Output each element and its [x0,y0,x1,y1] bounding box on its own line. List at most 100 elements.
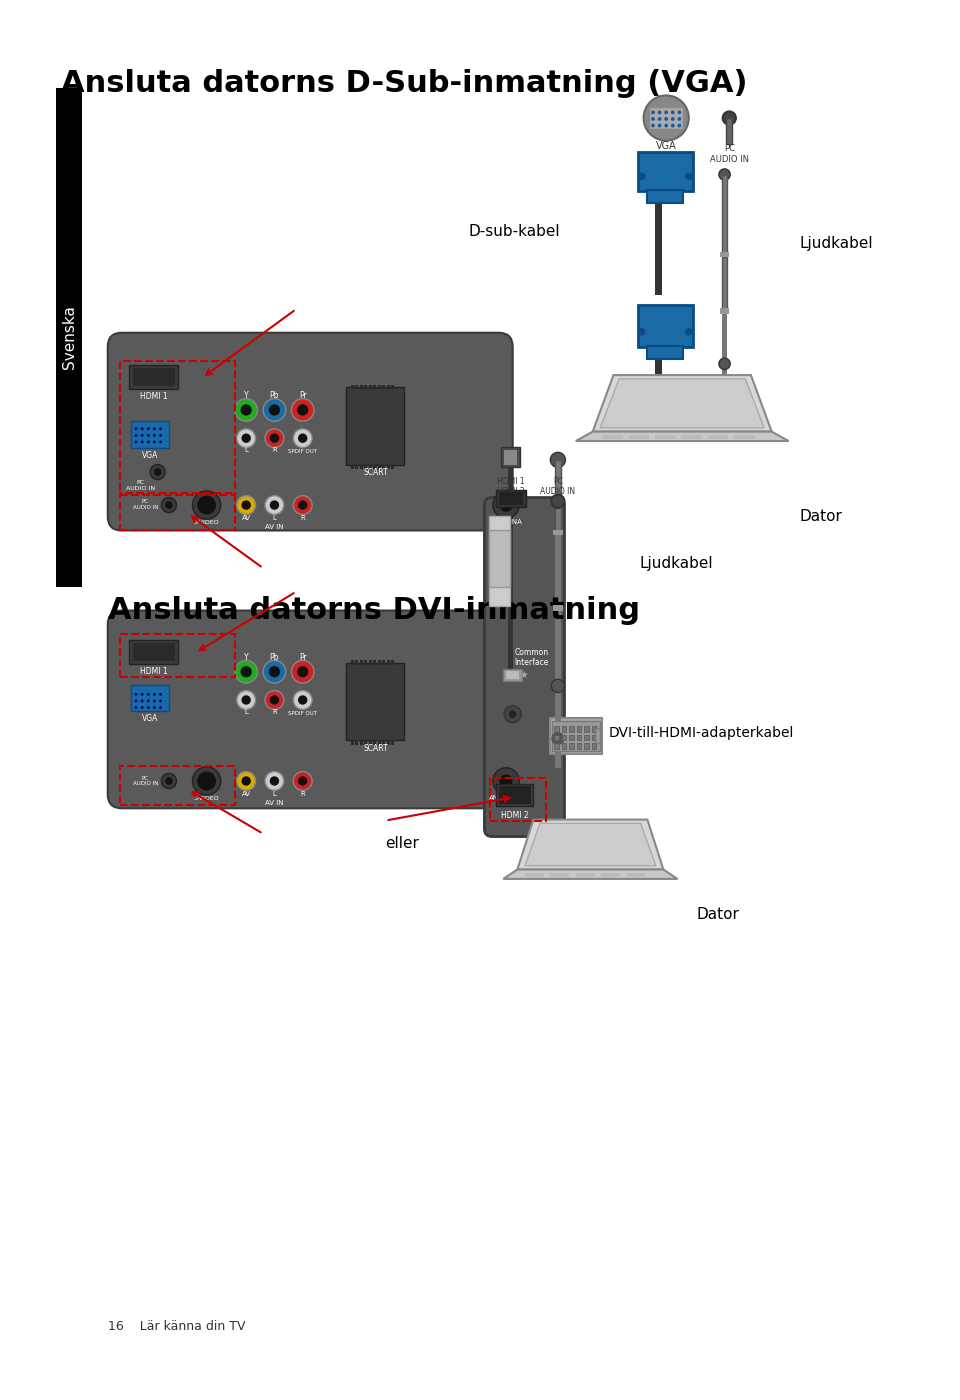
Bar [647,346,684,358]
Circle shape [141,441,144,444]
Text: Y: Y [244,654,249,662]
Circle shape [153,441,156,444]
Bar [490,517,510,606]
Circle shape [150,465,165,480]
Circle shape [293,496,312,514]
Polygon shape [592,375,772,431]
Bar [585,727,589,732]
Bar [373,385,376,389]
Bar [382,661,385,665]
Circle shape [293,428,312,448]
Circle shape [147,693,150,696]
Circle shape [293,690,312,710]
Circle shape [154,469,161,476]
Text: HDMI 1: HDMI 1 [140,392,168,402]
Circle shape [141,693,144,696]
Text: PC
AUDIO IN: PC AUDIO IN [132,776,158,787]
Bar [555,459,561,531]
Circle shape [293,771,312,791]
Bar [360,385,363,389]
Text: R: R [300,791,305,797]
Circle shape [492,491,519,518]
Bar [360,741,363,745]
Circle shape [685,328,692,336]
Bar [655,192,662,295]
Bar [649,106,684,129]
Bar [364,465,367,469]
Bar [132,685,169,711]
Bar [577,743,582,749]
Text: PC
AUDIO IN: PC AUDIO IN [132,498,158,510]
Circle shape [492,767,519,794]
Circle shape [242,500,251,510]
Bar [355,465,358,469]
Bar [720,308,730,314]
Bar [504,449,517,465]
Circle shape [147,700,150,703]
Bar [727,118,732,144]
Bar [553,605,563,610]
Circle shape [153,700,156,703]
Bar [392,661,395,665]
Bar [392,385,395,389]
Bar [682,435,702,440]
Circle shape [197,496,216,514]
Circle shape [263,399,286,421]
Bar [56,88,83,587]
Bar [577,727,582,732]
Bar [550,874,569,876]
Bar [369,465,372,469]
Circle shape [499,774,513,788]
Text: Svenska: Svenska [61,305,77,370]
Text: S-VIDEO: S-VIDEO [194,521,220,525]
Bar [720,252,730,258]
Circle shape [153,427,156,430]
Circle shape [638,328,645,336]
Text: Ansluta datorns D-Sub-inmatning (VGA): Ansluta datorns D-Sub-inmatning (VGA) [61,69,748,98]
Bar [562,727,566,732]
Bar [562,735,566,741]
Text: SCART: SCART [364,468,389,476]
Circle shape [678,118,682,120]
Bar [555,735,561,767]
Circle shape [134,700,137,703]
Text: SPDIF OUT: SPDIF OUT [288,449,317,454]
Bar [602,435,623,440]
Text: L: L [244,448,248,454]
Bar [655,350,662,427]
Bar [722,314,728,361]
Polygon shape [525,823,656,865]
Bar [591,743,596,749]
Bar [130,365,179,389]
Bar [562,743,566,749]
Bar [364,661,367,665]
Text: PC
AUDIO IN: PC AUDIO IN [540,476,575,496]
Text: DVI-till-HDMI-adapterkabel: DVI-till-HDMI-adapterkabel [609,727,794,741]
Circle shape [658,123,661,127]
Circle shape [550,452,565,468]
Text: Ansluta datorns DVI-inmatning: Ansluta datorns DVI-inmatning [108,596,639,626]
Text: VGA: VGA [142,451,158,459]
Circle shape [141,427,144,430]
Bar [360,465,363,469]
Circle shape [159,434,162,437]
Circle shape [551,732,564,745]
Text: AV: AV [242,515,251,521]
Text: HDMI 1
HDMI 2: HDMI 1 HDMI 2 [497,476,524,496]
Polygon shape [503,869,678,879]
Bar [498,785,531,804]
Bar [525,874,543,876]
Circle shape [134,693,137,696]
Text: VGA: VGA [142,714,158,724]
Circle shape [159,700,162,703]
Bar [387,661,390,665]
Circle shape [664,111,668,115]
Polygon shape [517,819,663,869]
Bar [378,741,381,745]
Bar [503,669,522,682]
Bar [629,435,649,440]
Text: L: L [273,515,276,521]
Bar [495,490,526,507]
Circle shape [159,693,162,696]
Bar [555,501,561,531]
